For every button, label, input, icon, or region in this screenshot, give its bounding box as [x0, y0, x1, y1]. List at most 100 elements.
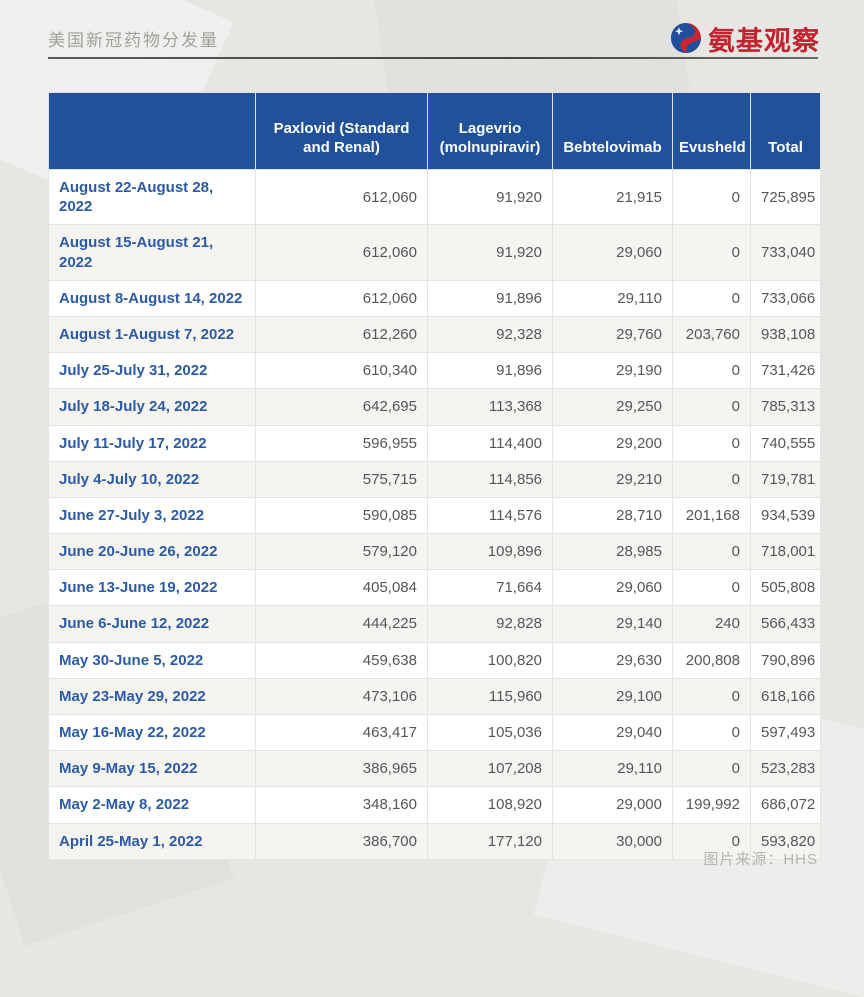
row-value: 473,106	[255, 677, 428, 716]
row-value: 0	[672, 279, 751, 317]
page-title: 美国新冠药物分发量	[48, 30, 219, 50]
row-value: 200,808	[672, 641, 751, 679]
table-row: June 20-June 26, 2022 579,120 109,896 28,98…	[48, 533, 821, 571]
row-value: 114,400	[427, 424, 553, 462]
row-value: 463,417	[255, 713, 428, 752]
row-value: 28,985	[552, 533, 673, 571]
table-row: July 11-July 17, 2022 596,955 114,400 29,20…	[48, 424, 821, 462]
row-value: 30,000	[552, 822, 673, 860]
row-value: 686,072	[750, 786, 821, 824]
row-value: 386,700	[255, 822, 428, 860]
row-value: 29,200	[552, 424, 673, 462]
brand-logo-text: 氨基观察	[707, 25, 821, 56]
row-value: 505,808	[750, 569, 821, 607]
row-value: 348,160	[255, 786, 428, 824]
row-value: 29,110	[552, 279, 673, 317]
row-value: 113,368	[427, 388, 553, 426]
row-value: 29,100	[552, 677, 673, 716]
row-value: 29,000	[552, 786, 673, 824]
row-value: 29,250	[552, 388, 673, 426]
row-value: 0	[672, 424, 751, 462]
row-period: May 23-May 29, 2022	[48, 677, 256, 716]
row-value: 579,120	[255, 533, 428, 571]
row-value: 29,210	[552, 460, 673, 498]
table-row: April 25-May 1, 2022 386,700 177,120 30,000…	[48, 822, 821, 860]
table-row: May 9-May 15, 2022 386,965 107,208 29,110 0 5…	[48, 750, 821, 788]
row-period: July 25-July 31, 2022	[48, 352, 256, 390]
top-bar: 美国新冠药物分发量 氨基观察	[48, 18, 820, 58]
brand-logo: 氨基观察	[670, 19, 820, 58]
row-value: 790,896	[750, 641, 821, 679]
article-image: 美国新冠药物分发量 氨基观察 Paxlovid (Standard and Re…	[48, 18, 821, 868]
table-header-row: Paxlovid (Standard and Renal) Lagevrio (…	[48, 92, 821, 170]
row-value: 0	[672, 168, 751, 226]
row-value: 733,040	[750, 224, 821, 281]
row-period: August 15-August 21, 2022	[48, 224, 256, 281]
row-value: 444,225	[255, 605, 428, 643]
row-value: 91,920	[427, 224, 553, 281]
table-row: July 4-July 10, 2022 575,715 114,856 29,210…	[48, 460, 821, 498]
row-value: 240	[672, 605, 751, 643]
row-value: 29,110	[552, 750, 673, 788]
row-value: 731,426	[750, 352, 821, 390]
column-header-week	[48, 92, 256, 170]
row-value: 203,760	[672, 315, 751, 354]
row-value: 593,820	[750, 822, 821, 860]
table-row: June 6-June 12, 2022 444,225 92,828 29,140 2…	[48, 605, 821, 643]
row-value: 29,190	[552, 352, 673, 390]
row-value: 405,084	[255, 569, 428, 607]
column-header-lagevrio: Lagevrio (molnupiravir)	[427, 92, 553, 170]
row-period: April 25-May 1, 2022	[48, 822, 256, 860]
table-row: July 25-July 31, 2022 610,340 91,896 29,190…	[48, 352, 821, 390]
row-period: July 18-July 24, 2022	[48, 388, 256, 426]
row-value: 0	[672, 822, 751, 860]
row-value: 0	[672, 713, 751, 752]
row-value: 21,915	[552, 168, 673, 226]
row-value: 0	[672, 352, 751, 390]
row-value: 740,555	[750, 424, 821, 462]
row-period: August 1-August 7, 2022	[48, 315, 256, 354]
row-value: 0	[672, 388, 751, 426]
row-value: 0	[672, 569, 751, 607]
row-value: 597,493	[750, 713, 821, 752]
row-period: May 2-May 8, 2022	[48, 786, 256, 824]
row-period: August 8-August 14, 2022	[48, 279, 256, 317]
row-value: 459,638	[255, 641, 428, 679]
row-value: 114,856	[427, 460, 553, 498]
row-value: 618,166	[750, 677, 821, 716]
row-value: 29,060	[552, 224, 673, 281]
table-row: June 27-July 3, 2022 590,085 114,576 28,710…	[48, 496, 821, 535]
row-period: June 6-June 12, 2022	[48, 605, 256, 643]
row-value: 29,760	[552, 315, 673, 354]
row-value: 725,895	[750, 168, 821, 226]
table-row: May 2-May 8, 2022 348,160 108,920 29,000 199…	[48, 786, 821, 824]
row-value: 566,433	[750, 605, 821, 643]
table-row: June 13-June 19, 2022 405,084 71,664 29,060…	[48, 569, 821, 607]
row-period: July 4-July 10, 2022	[48, 460, 256, 498]
row-value: 0	[672, 460, 751, 498]
row-period: July 11-July 17, 2022	[48, 424, 256, 462]
table-row: July 18-July 24, 2022 642,695 113,368 29,25…	[48, 388, 821, 426]
row-value: 201,168	[672, 496, 751, 535]
row-value: 785,313	[750, 388, 821, 426]
row-value: 29,040	[552, 713, 673, 752]
row-period: June 13-June 19, 2022	[48, 569, 256, 607]
row-value: 29,630	[552, 641, 673, 679]
row-period: May 9-May 15, 2022	[48, 750, 256, 788]
column-header-paxlovid: Paxlovid (Standard and Renal)	[255, 92, 428, 170]
table-row: August 15-August 21, 2022 612,060 91,920 29…	[48, 224, 821, 281]
row-period: June 20-June 26, 2022	[48, 533, 256, 571]
row-value: 71,664	[427, 569, 553, 607]
row-period: May 30-June 5, 2022	[48, 641, 256, 679]
row-value: 938,108	[750, 315, 821, 354]
column-header-evusheld: Evusheld	[672, 92, 751, 170]
row-value: 0	[672, 750, 751, 788]
row-period: May 16-May 22, 2022	[48, 713, 256, 752]
row-value: 596,955	[255, 424, 428, 462]
row-value: 642,695	[255, 388, 428, 426]
row-value: 28,710	[552, 496, 673, 535]
row-value: 610,340	[255, 352, 428, 390]
table-row: August 22-August 28, 2022 612,060 91,920 21…	[48, 168, 821, 226]
row-period: August 22-August 28, 2022	[48, 168, 256, 226]
row-value: 107,208	[427, 750, 553, 788]
